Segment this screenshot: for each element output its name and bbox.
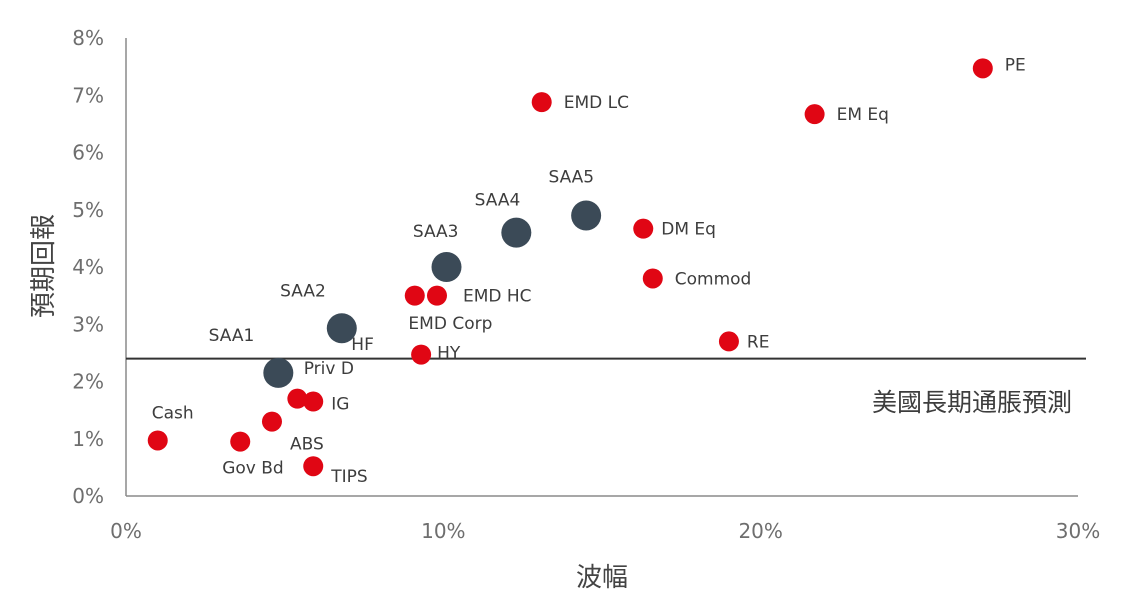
- point-label: EMD Corp: [408, 314, 492, 334]
- asset-point: [804, 104, 825, 125]
- point-label: ABS: [290, 435, 324, 455]
- point-label: EMD HC: [463, 287, 532, 307]
- asset-point: [303, 456, 324, 477]
- y-tick-label: 1%: [72, 427, 104, 451]
- point-label: RE: [747, 332, 770, 352]
- point-label: Priv D: [304, 359, 354, 379]
- point-label: IG: [331, 395, 349, 415]
- point-label: SAA5: [548, 167, 594, 187]
- point-label: SAA4: [475, 191, 521, 211]
- asset-point: [261, 411, 282, 432]
- x-tick-label: 20%: [738, 519, 782, 543]
- asset-point: [287, 388, 308, 409]
- reference-line-label: 美國長期通脹預測: [872, 388, 1072, 417]
- point-label: SAA1: [209, 326, 255, 346]
- y-tick-label: 7%: [72, 83, 104, 107]
- asset-point: [411, 344, 432, 365]
- point-label: EMD LC: [564, 93, 629, 113]
- asset-point: [972, 58, 993, 79]
- point-label: TIPS: [330, 467, 367, 487]
- point-label: SAA3: [413, 222, 459, 242]
- saa-point: [326, 313, 357, 344]
- point-label: HY: [437, 344, 461, 364]
- asset-point: [303, 391, 324, 412]
- point-label: HF: [351, 335, 374, 355]
- y-tick-label: 6%: [72, 141, 104, 165]
- y-tick-label: 8%: [72, 26, 104, 50]
- asset-point: [718, 331, 739, 352]
- x-tick-label: 30%: [1056, 519, 1100, 543]
- saa-point: [263, 357, 294, 388]
- saa-point: [501, 217, 532, 248]
- asset-point: [642, 268, 663, 289]
- x-axis-title: 波幅: [576, 563, 628, 593]
- point-label: PE: [1005, 55, 1026, 75]
- saa-point: [571, 200, 602, 231]
- asset-point: [230, 431, 251, 452]
- x-tick-label: 0%: [110, 519, 142, 543]
- x-tick-label: 10%: [421, 519, 465, 543]
- y-tick-label: 2%: [72, 370, 104, 394]
- asset-point: [633, 218, 654, 239]
- point-label: Cash: [152, 403, 194, 423]
- y-tick-label: 4%: [72, 255, 104, 279]
- y-tick-label: 3%: [72, 312, 104, 336]
- point-label: SAA2: [280, 281, 326, 301]
- y-axis-title: 預期回報: [29, 214, 59, 318]
- asset-point: [426, 285, 447, 306]
- y-tick-label: 5%: [72, 198, 104, 222]
- saa-point: [431, 252, 462, 282]
- point-label: Gov Bd: [222, 459, 283, 479]
- asset-point: [147, 430, 168, 451]
- asset-point: [531, 92, 552, 113]
- asset-point: [404, 285, 425, 306]
- y-tick-label: 0%: [72, 484, 104, 508]
- point-label: EM Eq: [837, 105, 889, 125]
- point-label: DM Eq: [661, 220, 716, 240]
- point-label: Commod: [675, 269, 752, 289]
